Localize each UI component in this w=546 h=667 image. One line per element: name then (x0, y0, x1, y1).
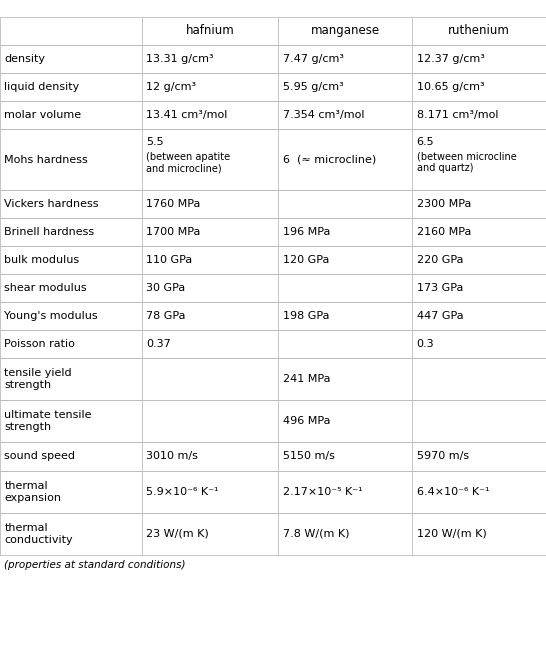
Text: 2.17×10⁻⁵ K⁻¹: 2.17×10⁻⁵ K⁻¹ (283, 486, 363, 496)
Text: 0.3: 0.3 (417, 340, 434, 350)
Text: liquid density: liquid density (4, 82, 80, 91)
Text: 13.41 cm³/mol: 13.41 cm³/mol (146, 110, 228, 119)
Text: Poisson ratio: Poisson ratio (4, 340, 75, 350)
Text: 12 g/cm³: 12 g/cm³ (146, 82, 197, 91)
Text: bulk modulus: bulk modulus (4, 255, 80, 265)
Text: 173 GPa: 173 GPa (417, 283, 463, 293)
Text: 196 MPa: 196 MPa (283, 227, 330, 237)
Text: 13.31 g/cm³: 13.31 g/cm³ (146, 54, 214, 63)
Text: 6  (≈ microcline): 6 (≈ microcline) (283, 155, 376, 165)
Text: 6.4×10⁻⁶ K⁻¹: 6.4×10⁻⁶ K⁻¹ (417, 486, 489, 496)
Text: Vickers hardness: Vickers hardness (4, 199, 99, 209)
Text: 78 GPa: 78 GPa (146, 311, 186, 321)
Text: 2300 MPa: 2300 MPa (417, 199, 471, 209)
Text: thermal
conductivity: thermal conductivity (4, 522, 73, 544)
Text: 8.171 cm³/mol: 8.171 cm³/mol (417, 110, 498, 119)
Text: 1760 MPa: 1760 MPa (146, 199, 201, 209)
Text: density: density (4, 54, 45, 63)
Text: (between apatite
and microcline): (between apatite and microcline) (146, 152, 230, 173)
Text: 7.354 cm³/mol: 7.354 cm³/mol (283, 110, 364, 119)
Text: ruthenium: ruthenium (448, 24, 510, 37)
Text: 120 GPa: 120 GPa (283, 255, 329, 265)
Text: 241 MPa: 241 MPa (283, 374, 330, 384)
Text: 5150 m/s: 5150 m/s (283, 452, 335, 462)
Text: 10.65 g/cm³: 10.65 g/cm³ (417, 82, 484, 91)
Text: 110 GPa: 110 GPa (146, 255, 193, 265)
Text: 5.9×10⁻⁶ K⁻¹: 5.9×10⁻⁶ K⁻¹ (146, 486, 219, 496)
Text: thermal
expansion: thermal expansion (4, 480, 61, 502)
Text: Mohs hardness: Mohs hardness (4, 155, 88, 165)
Text: 5.95 g/cm³: 5.95 g/cm³ (283, 82, 343, 91)
Text: 1700 MPa: 1700 MPa (146, 227, 201, 237)
Text: 5.5: 5.5 (146, 137, 164, 147)
Text: 120 W/(m K): 120 W/(m K) (417, 528, 486, 538)
Text: 220 GPa: 220 GPa (417, 255, 463, 265)
Text: 12.37 g/cm³: 12.37 g/cm³ (417, 54, 484, 63)
Text: 198 GPa: 198 GPa (283, 311, 329, 321)
Text: 3010 m/s: 3010 m/s (146, 452, 198, 462)
Text: 6.5: 6.5 (417, 137, 434, 147)
Text: shear modulus: shear modulus (4, 283, 87, 293)
Text: 7.8 W/(m K): 7.8 W/(m K) (283, 528, 349, 538)
Text: 447 GPa: 447 GPa (417, 311, 463, 321)
Text: manganese: manganese (311, 24, 380, 37)
Text: (between microcline
and quartz): (between microcline and quartz) (417, 152, 517, 173)
Text: hafnium: hafnium (186, 24, 235, 37)
Text: Young's modulus: Young's modulus (4, 311, 98, 321)
Text: Brinell hardness: Brinell hardness (4, 227, 94, 237)
Text: molar volume: molar volume (4, 110, 81, 119)
Text: 2160 MPa: 2160 MPa (417, 227, 471, 237)
Text: tensile yield
strength: tensile yield strength (4, 368, 72, 390)
Text: 5970 m/s: 5970 m/s (417, 452, 468, 462)
Text: 496 MPa: 496 MPa (283, 416, 330, 426)
Text: 30 GPa: 30 GPa (146, 283, 186, 293)
Text: sound speed: sound speed (4, 452, 75, 462)
Text: 7.47 g/cm³: 7.47 g/cm³ (283, 54, 344, 63)
Text: 0.37: 0.37 (146, 340, 171, 350)
Text: 23 W/(m K): 23 W/(m K) (146, 528, 209, 538)
Text: ultimate tensile
strength: ultimate tensile strength (4, 410, 92, 432)
Text: (properties at standard conditions): (properties at standard conditions) (4, 560, 186, 570)
